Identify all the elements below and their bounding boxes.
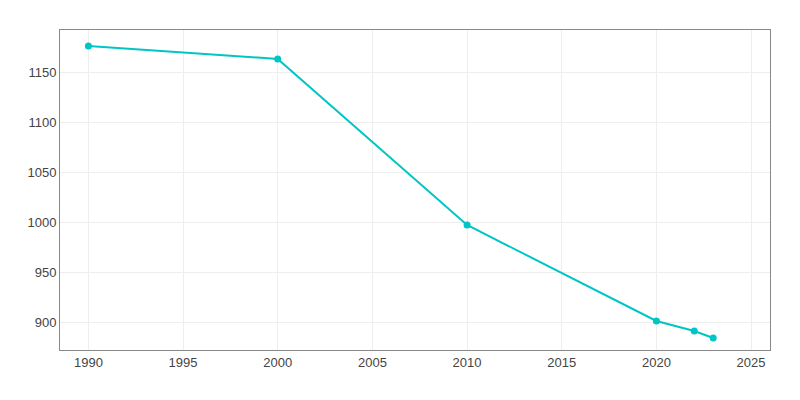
svg-text:1995: 1995: [169, 355, 198, 370]
svg-text:1050: 1050: [27, 165, 56, 180]
svg-text:2010: 2010: [453, 355, 482, 370]
svg-text:2000: 2000: [263, 355, 292, 370]
svg-text:1100: 1100: [28, 115, 56, 130]
svg-text:2025: 2025: [737, 355, 766, 370]
svg-text:1990: 1990: [74, 355, 103, 370]
svg-text:1000: 1000: [27, 215, 56, 230]
svg-text:2020: 2020: [642, 355, 671, 370]
svg-text:2015: 2015: [547, 355, 576, 370]
svg-text:900: 900: [35, 315, 57, 330]
svg-text:2005: 2005: [358, 355, 387, 370]
svg-text:950: 950: [35, 265, 57, 280]
svg-text:1150: 1150: [28, 65, 56, 80]
